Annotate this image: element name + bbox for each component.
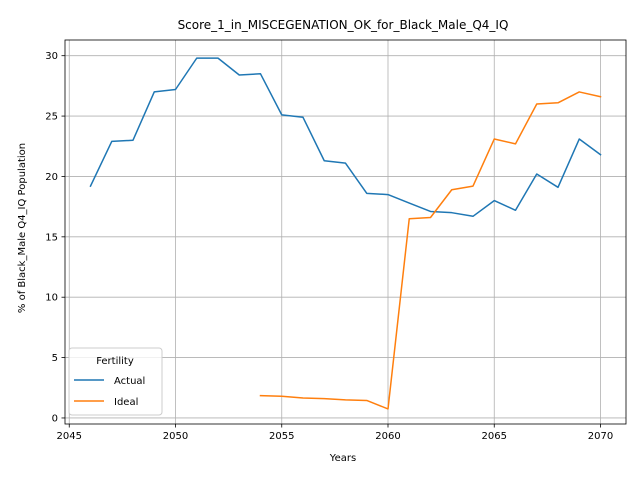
y-tick-label: 0: [52, 413, 58, 424]
legend-title: Fertility: [96, 356, 134, 367]
y-axis: 0 5 10 15 20 25 30: [45, 51, 65, 424]
series-line-ideal: [259, 91, 602, 410]
y-tick-label: 20: [45, 172, 58, 183]
legend-box: [68, 347, 163, 416]
x-axis: 2045 2050 2055 2060 2065 2070: [57, 424, 613, 442]
y-tick-label: 5: [52, 353, 58, 364]
y-tick-label: 10: [45, 293, 58, 304]
x-tick-label: 2060: [375, 431, 400, 442]
y-tick-label: 15: [45, 232, 58, 243]
series-line-actual: [89, 57, 602, 218]
plot-frame: [64, 39, 627, 425]
y-tick-label: 30: [45, 51, 58, 62]
series-layer: [89, 57, 602, 410]
legend: Fertility Actual Ideal: [68, 347, 163, 416]
grid: [65, 40, 626, 424]
x-tick-label: 2070: [588, 431, 613, 442]
y-tick-label: 25: [45, 112, 58, 123]
x-tick-label: 2050: [163, 431, 188, 442]
y-axis-label: % of Black_Male Q4_IQ Population: [17, 143, 28, 313]
x-tick-label: 2055: [269, 431, 294, 442]
legend-label-actual: Actual: [114, 376, 145, 387]
x-axis-label: Years: [329, 453, 356, 464]
x-tick-label: 2065: [482, 431, 507, 442]
chart-title: Score_1_in_MISCEGENATION_OK_for_Black_Ma…: [178, 18, 509, 32]
x-tick-label: 2045: [57, 431, 82, 442]
legend-label-ideal: Ideal: [114, 397, 138, 408]
